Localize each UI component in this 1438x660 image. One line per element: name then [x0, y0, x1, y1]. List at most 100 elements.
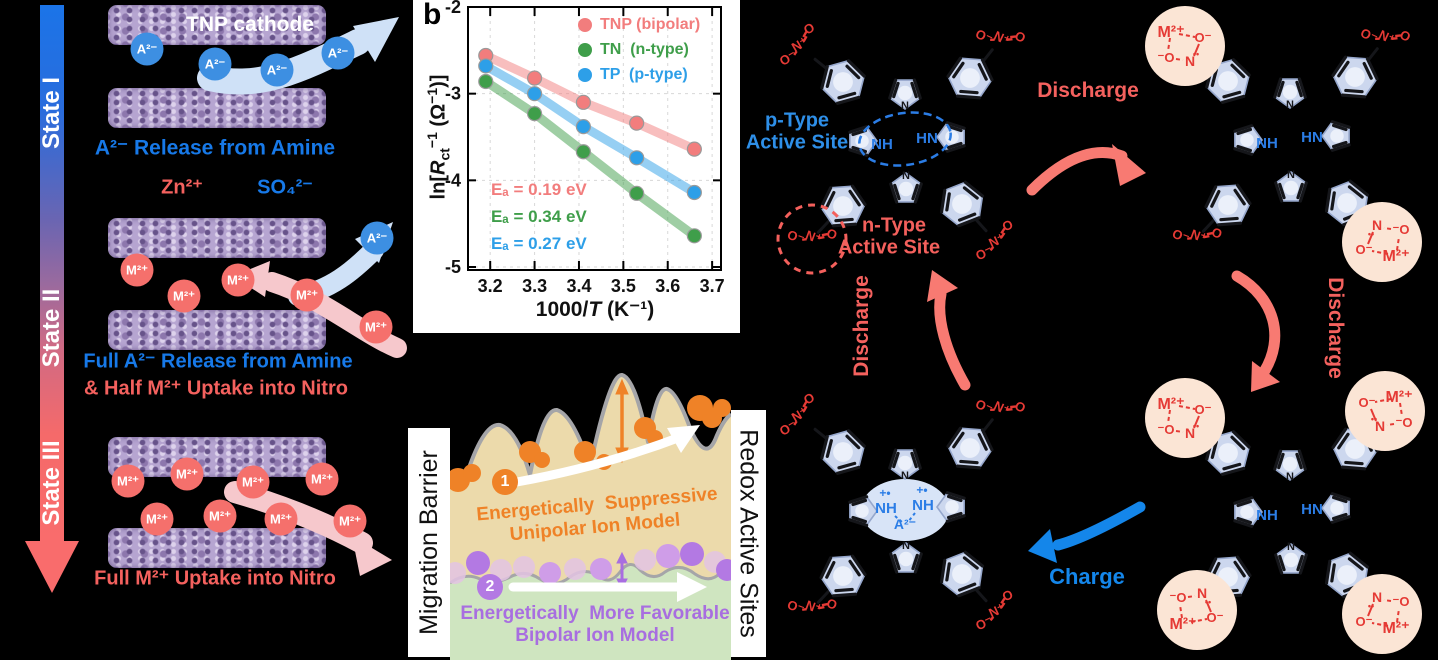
svg-text:N: N	[1287, 169, 1295, 181]
discharge-arrow-left	[934, 288, 971, 391]
svg-text:HN: HN	[916, 130, 938, 147]
legend-row-tnp: TNP (bipolar)	[578, 16, 700, 34]
svg-text:O⁻: O⁻	[785, 597, 806, 617]
discharge-label-left: Discharge	[850, 275, 873, 377]
state3-cation-arrowhead-icon	[352, 536, 392, 576]
svg-text:M²⁺: M²⁺	[1385, 389, 1412, 406]
svg-text:+•: +•	[916, 483, 927, 497]
cation-circle: M²⁺	[221, 263, 255, 297]
legend-label: TN (n-type)	[600, 41, 689, 58]
redox-active-sites-axis-label: Redox Active Sites	[735, 429, 763, 638]
svg-text:O⁻: O⁻	[1358, 25, 1380, 46]
data-point-0-1	[526, 70, 543, 86]
svg-text:NH: NH	[912, 497, 934, 514]
legend-row-tp: TP (p-type)	[578, 66, 688, 84]
svg-text:HN: HN	[1301, 501, 1323, 518]
pyrrole-ring	[848, 125, 878, 157]
cation-circle: M²⁺	[170, 457, 204, 491]
benzene-ring	[819, 554, 867, 598]
svg-text:O⁻: O⁻	[1170, 226, 1191, 246]
pyrrole-ring	[1273, 77, 1307, 109]
cation-circle: M²⁺	[290, 278, 324, 312]
svg-text:N: N	[902, 540, 910, 552]
nitro-group: O⁻N⁺O	[777, 390, 817, 439]
legend-dot-icon	[578, 43, 592, 57]
svg-text:N: N	[901, 470, 909, 482]
barrier-art	[444, 373, 738, 660]
y-tick-label: -2	[445, 0, 461, 17]
svg-text:O⁻: O⁻	[1207, 610, 1224, 625]
n-type-label-line2: Active Site	[837, 236, 941, 259]
svg-text:O⁻: O⁻	[1359, 395, 1376, 410]
cation-circle: M²⁺	[203, 499, 237, 533]
pyrrole-ring	[1273, 449, 1307, 481]
metal-coordination-circle: M²⁺ O⁻ ⁻O N••	[1145, 6, 1225, 86]
benzene-ring	[946, 426, 994, 470]
so4-ion-label: SO₄²⁻	[257, 176, 313, 199]
svg-text:+•: +•	[879, 486, 890, 500]
benzene-ring	[819, 184, 867, 228]
svg-text:⁻O: ⁻O	[1393, 594, 1410, 609]
svg-text:M²⁺: M²⁺	[1157, 24, 1184, 41]
svg-text:⁻O: ⁻O	[1158, 422, 1175, 437]
ea-value-tn: Eₐ = 0.34 eV	[491, 207, 587, 226]
svg-text:N: N	[1372, 217, 1382, 233]
n-type-site-circle	[776, 203, 848, 275]
discharge-label-right: Discharge	[1324, 277, 1347, 379]
data-point-0-4	[686, 141, 702, 157]
benzene-ring	[1204, 183, 1252, 227]
svg-text:••: ••	[1193, 421, 1199, 431]
legend-label: TNP (bipolar)	[600, 16, 701, 33]
nitro-group: O⁻N⁺O	[785, 595, 839, 617]
discharge-arrowhead-top-icon	[1112, 144, 1146, 186]
benzene-ring	[939, 550, 985, 598]
ea-value-tp: Eₐ = 0.27 eV	[491, 234, 587, 253]
data-point-1-4	[686, 228, 702, 244]
data-point-2-3	[629, 150, 645, 166]
p-type-label-line1: p-Type	[764, 109, 830, 132]
svg-text:O⁻: O⁻	[973, 242, 995, 263]
svg-text:••: ••	[1368, 601, 1374, 611]
bipolar-number: 2	[485, 578, 495, 595]
cation-circle: M²⁺	[305, 462, 339, 496]
svg-text:O⁻: O⁻	[785, 227, 806, 247]
metal-coordination-circle: M²⁺ O⁻ ⁻O N••	[1345, 371, 1425, 451]
svg-text:N: N	[1286, 99, 1294, 111]
svg-text:O: O	[825, 225, 840, 243]
redox-active-sites-axis: Redox Active Sites	[731, 410, 766, 657]
svg-text:N⁺: N⁺	[1376, 27, 1397, 48]
x-axis-label: 1000/T (K⁻¹)	[535, 298, 655, 321]
pyrrole-ring	[889, 172, 923, 204]
data-point-0-3	[629, 115, 645, 131]
cation-circle: M²⁺	[140, 502, 174, 536]
svg-text:N: N	[1375, 418, 1385, 434]
metal-coordination-circle: M²⁺ O⁻ ⁻O N••	[1342, 574, 1422, 654]
svg-text:O⁻: O⁻	[973, 612, 995, 633]
discharge-label-top: Discharge	[1037, 79, 1139, 102]
cation-circle: M²⁺	[120, 253, 154, 287]
bipolar-number-badge	[477, 574, 503, 600]
cathode-slab	[108, 437, 326, 477]
charge-label: Charge	[1049, 564, 1125, 589]
arrhenius-chart-panel: b 3.2 3.3 3.4 3.5 3.6 3.7 -2 -3 -4 -5 TNP (bipola…	[413, 0, 740, 333]
charge-arrowhead-icon	[1028, 529, 1057, 563]
legend-label: TP (p-type)	[600, 66, 688, 83]
cation-circle: M²⁺	[236, 465, 270, 499]
pyrrole-ring	[1233, 496, 1263, 528]
nitro-group: O⁻N⁺O	[1170, 224, 1224, 246]
svg-text:⁻O: ⁻O	[1170, 590, 1187, 605]
y-tick-label: -3	[445, 84, 461, 104]
zn-ion-label: Zn²⁺	[161, 176, 203, 199]
svg-text:NH: NH	[1256, 135, 1278, 152]
metal-coordination-circle: M²⁺ O⁻ ⁻O N••	[1145, 378, 1225, 458]
discharge-arrow-top	[1026, 147, 1128, 196]
pyrrole-ring	[1321, 120, 1351, 152]
data-point-1-0	[478, 73, 494, 90]
cathode-slab	[108, 528, 326, 568]
svg-text:O⁻: O⁻	[973, 26, 995, 47]
svg-text:N⁺: N⁺	[804, 227, 825, 247]
unipolar-number-badge	[492, 469, 518, 495]
anion-release-arrowhead-icon	[353, 17, 399, 62]
svg-text:M²⁺: M²⁺	[1382, 248, 1409, 265]
